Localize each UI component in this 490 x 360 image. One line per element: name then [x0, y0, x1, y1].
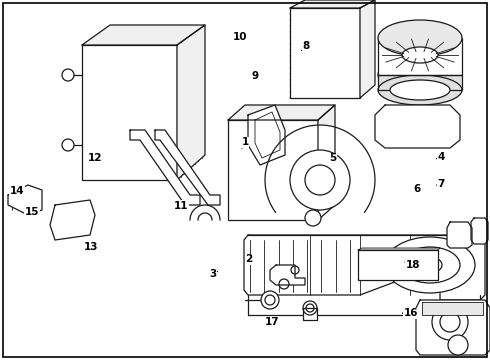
Polygon shape — [50, 200, 95, 240]
Text: 1: 1 — [242, 137, 248, 148]
Text: 9: 9 — [251, 71, 259, 81]
Circle shape — [279, 279, 289, 289]
Ellipse shape — [378, 20, 462, 56]
Text: 13: 13 — [83, 242, 98, 252]
Text: 11: 11 — [174, 201, 189, 211]
Ellipse shape — [402, 47, 438, 63]
Polygon shape — [303, 308, 317, 320]
Text: 17: 17 — [265, 317, 279, 327]
Polygon shape — [155, 130, 220, 205]
Text: 6: 6 — [412, 184, 420, 194]
Bar — [290, 8, 360, 98]
Circle shape — [290, 150, 350, 210]
Polygon shape — [265, 125, 375, 212]
Text: 15: 15 — [24, 207, 40, 217]
Circle shape — [306, 304, 314, 312]
Polygon shape — [228, 105, 335, 120]
Text: 2: 2 — [245, 254, 252, 264]
Ellipse shape — [418, 257, 442, 273]
Polygon shape — [378, 75, 462, 90]
Circle shape — [62, 69, 74, 81]
Ellipse shape — [385, 237, 475, 293]
Text: 8: 8 — [302, 41, 310, 51]
Circle shape — [261, 291, 279, 309]
Polygon shape — [416, 300, 490, 355]
Text: 14: 14 — [10, 186, 24, 196]
Text: 10: 10 — [233, 32, 247, 42]
Polygon shape — [248, 105, 285, 165]
Circle shape — [291, 266, 299, 274]
Ellipse shape — [400, 247, 460, 283]
Text: 4: 4 — [437, 152, 445, 162]
Ellipse shape — [378, 75, 462, 105]
Text: 3: 3 — [210, 269, 218, 279]
Bar — [228, 120, 318, 220]
Text: 18: 18 — [405, 260, 420, 270]
Polygon shape — [471, 218, 488, 244]
Text: 16: 16 — [403, 308, 418, 318]
Ellipse shape — [378, 57, 462, 93]
Polygon shape — [82, 25, 205, 45]
Bar — [82, 45, 177, 180]
Text: 12: 12 — [88, 153, 103, 163]
Polygon shape — [378, 38, 462, 75]
Polygon shape — [375, 105, 460, 148]
Text: 7: 7 — [437, 179, 445, 189]
Circle shape — [440, 312, 460, 332]
Ellipse shape — [390, 80, 450, 100]
Polygon shape — [130, 130, 200, 205]
Polygon shape — [318, 105, 335, 220]
Polygon shape — [422, 302, 483, 315]
Polygon shape — [8, 185, 42, 215]
Polygon shape — [358, 248, 440, 250]
Circle shape — [305, 165, 335, 195]
Polygon shape — [244, 235, 485, 300]
Circle shape — [432, 304, 468, 340]
Circle shape — [305, 210, 321, 226]
Circle shape — [448, 335, 468, 355]
Polygon shape — [360, 0, 375, 98]
Polygon shape — [290, 0, 375, 8]
Bar — [358, 250, 438, 280]
Text: 5: 5 — [330, 153, 337, 163]
Circle shape — [303, 301, 317, 315]
Circle shape — [62, 139, 74, 151]
Polygon shape — [177, 25, 205, 180]
Circle shape — [265, 295, 275, 305]
Polygon shape — [447, 222, 472, 248]
Polygon shape — [270, 265, 305, 285]
